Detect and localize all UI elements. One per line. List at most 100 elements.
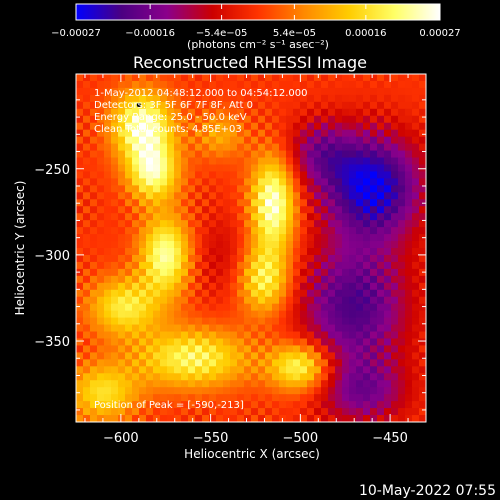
heatmap-cell	[202, 192, 210, 200]
heatmap-cell	[188, 178, 196, 186]
heatmap-cell	[412, 338, 420, 346]
heatmap-cell	[174, 101, 182, 110]
heatmap-cell	[202, 310, 210, 319]
heatmap-cell	[83, 282, 91, 291]
heatmap-cell	[97, 254, 105, 263]
heatmap-cell	[230, 408, 238, 416]
heatmap-cell	[76, 338, 84, 346]
heatmap-cell	[139, 129, 147, 138]
heatmap-cell	[195, 380, 203, 388]
heatmap-cell	[258, 352, 266, 360]
heatmap-cell	[321, 303, 329, 312]
heatmap-cell	[118, 282, 126, 291]
heatmap-cell	[356, 227, 364, 235]
heatmap-cell	[188, 108, 196, 117]
heatmap-cell	[398, 317, 406, 326]
heatmap-cell	[335, 401, 343, 409]
y-tick-label: −300	[34, 249, 70, 264]
heatmap-cell	[286, 136, 294, 145]
heatmap-cell	[97, 74, 105, 82]
heatmap-cell	[335, 206, 343, 214]
heatmap-cell	[195, 331, 203, 339]
heatmap-cell	[244, 143, 252, 152]
heatmap-cell	[377, 122, 385, 131]
heatmap-cell	[83, 220, 91, 228]
heatmap-cell	[104, 394, 112, 402]
heatmap-cell	[139, 401, 147, 409]
heatmap-cell	[419, 241, 427, 249]
heatmap-cell	[293, 206, 301, 214]
heatmap-cell	[286, 185, 294, 193]
heatmap-cell	[97, 401, 105, 409]
heatmap-cell	[160, 185, 168, 193]
heatmap-cell	[398, 143, 406, 152]
heatmap-cell	[272, 101, 280, 110]
heatmap-cell	[90, 310, 98, 319]
heatmap-cell	[342, 310, 350, 319]
heatmap-cell	[188, 199, 196, 207]
heatmap-cell	[146, 227, 154, 235]
chart-title: Reconstructed RHESSI Image	[133, 53, 367, 72]
x-tick-label: −600	[103, 431, 139, 446]
heatmap-cell	[272, 345, 280, 353]
heatmap-cell	[160, 401, 168, 409]
heatmap-cell	[405, 303, 413, 312]
heatmap-cell	[216, 310, 224, 319]
heatmap-cell	[223, 129, 231, 138]
heatmap-cell	[272, 380, 280, 388]
heatmap-cell	[258, 254, 266, 263]
heatmap-cell	[335, 136, 343, 145]
heatmap-cell	[342, 324, 350, 333]
heatmap-cell	[209, 254, 217, 263]
heatmap-cell	[237, 248, 245, 256]
heatmap-cell	[223, 254, 231, 263]
heatmap-cell	[272, 241, 280, 249]
heatmap-cell	[391, 338, 399, 346]
heatmap-cell	[76, 373, 84, 381]
heatmap-cell	[370, 206, 378, 214]
heatmap-cell	[90, 171, 98, 179]
heatmap-cell	[153, 317, 161, 326]
heatmap-cell	[195, 408, 203, 416]
heatmap-cell	[405, 213, 413, 221]
heatmap-cell	[125, 199, 133, 207]
heatmap-cell	[356, 241, 364, 249]
heatmap-cell	[90, 275, 98, 284]
heatmap-cell	[272, 178, 280, 186]
heatmap-cell	[76, 275, 84, 284]
heatmap-cell	[328, 122, 336, 131]
heatmap-cell	[181, 213, 189, 221]
heatmap-cell	[160, 248, 168, 256]
heatmap-cell	[356, 199, 364, 207]
heatmap-cell	[195, 296, 203, 305]
heatmap-cell	[90, 248, 98, 256]
heatmap-cell	[230, 94, 238, 103]
heatmap-cell	[328, 108, 336, 117]
heatmap-cell	[377, 171, 385, 179]
heatmap-cell	[377, 317, 385, 326]
heatmap-cell	[104, 220, 112, 228]
heatmap-cell	[83, 261, 91, 270]
heatmap-cell	[97, 171, 105, 179]
heatmap-cell	[405, 401, 413, 409]
heatmap-cell	[90, 94, 98, 103]
heatmap-cell	[314, 401, 322, 409]
heatmap-cell	[321, 380, 329, 388]
heatmap-cell	[132, 220, 140, 228]
heatmap-cell	[244, 310, 252, 319]
heatmap-cell	[188, 234, 196, 242]
heatmap-cell	[419, 408, 427, 416]
heatmap-cell	[293, 241, 301, 249]
heatmap-cell	[76, 108, 84, 117]
heatmap-cell	[97, 122, 105, 131]
heatmap-cell	[97, 338, 105, 346]
heatmap-cell	[405, 143, 413, 152]
heatmap-cell	[237, 171, 245, 179]
heatmap-cell	[335, 185, 343, 193]
heatmap-cell	[146, 268, 154, 277]
heatmap-cell	[125, 122, 133, 131]
heatmap-cell	[328, 157, 336, 165]
heatmap-cell	[293, 136, 301, 145]
heatmap-cell	[293, 289, 301, 298]
heatmap-cell	[307, 408, 315, 416]
